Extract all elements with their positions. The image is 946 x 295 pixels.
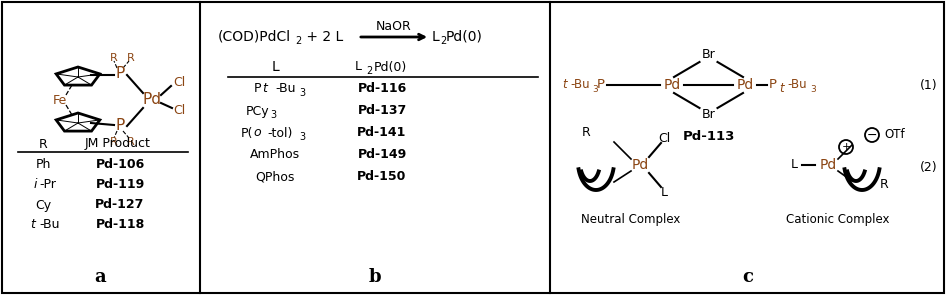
Text: Pd-149: Pd-149 [358, 148, 407, 161]
Text: -Bu: -Bu [275, 83, 295, 96]
Text: 2: 2 [440, 36, 447, 46]
Text: P: P [769, 78, 777, 91]
Text: R: R [127, 137, 135, 147]
Text: c: c [743, 268, 754, 286]
Text: Pd-119: Pd-119 [96, 178, 145, 191]
Text: P: P [115, 66, 125, 81]
Text: a: a [95, 268, 106, 286]
Text: OTf: OTf [884, 129, 904, 142]
Text: R: R [880, 178, 888, 191]
Text: R: R [582, 127, 590, 140]
Text: Pd: Pd [143, 93, 162, 107]
Text: JM Product: JM Product [85, 137, 151, 150]
Text: R: R [39, 137, 47, 150]
Text: R: R [110, 137, 118, 147]
Text: NaOR: NaOR [377, 19, 412, 32]
Text: QPhos: QPhos [255, 171, 295, 183]
Text: +: + [841, 142, 850, 152]
Text: Cy: Cy [35, 199, 51, 212]
Text: PCy: PCy [245, 104, 269, 117]
Text: Pd-137: Pd-137 [358, 104, 407, 117]
Text: L: L [432, 30, 440, 44]
Text: P: P [597, 78, 605, 91]
Text: P: P [254, 83, 261, 96]
Text: Cationic Complex: Cationic Complex [786, 212, 890, 225]
Text: L: L [791, 158, 797, 171]
Text: (1): (1) [920, 78, 937, 91]
Text: Cl: Cl [173, 76, 185, 89]
Text: Cl: Cl [173, 104, 185, 117]
Text: Cl: Cl [657, 132, 670, 145]
Text: -Bu: -Bu [570, 78, 589, 91]
Text: AmPhos: AmPhos [250, 148, 300, 161]
Text: 3: 3 [299, 132, 306, 142]
Text: −: − [867, 129, 877, 142]
Polygon shape [56, 113, 100, 131]
Text: P(: P( [240, 127, 253, 140]
Text: Br: Br [702, 48, 715, 61]
Text: Fe: Fe [53, 94, 67, 106]
Text: L: L [355, 60, 361, 73]
Text: i: i [33, 178, 37, 191]
Text: Pd: Pd [663, 78, 680, 92]
Text: b: b [369, 268, 381, 286]
Text: Pd: Pd [631, 158, 649, 172]
Text: Br: Br [702, 109, 715, 122]
Text: Ph: Ph [35, 158, 51, 171]
Text: Pd-150: Pd-150 [358, 171, 407, 183]
Text: + 2 L: + 2 L [302, 30, 343, 44]
Text: (COD)PdCl: (COD)PdCl [218, 30, 291, 44]
Text: Pd(0): Pd(0) [374, 60, 407, 73]
Text: 3: 3 [592, 84, 598, 94]
Text: (2): (2) [920, 160, 937, 173]
Text: $t$: $t$ [262, 83, 270, 96]
Text: 3: 3 [299, 88, 306, 98]
Text: Pd(0): Pd(0) [446, 30, 482, 44]
Text: Pd-118: Pd-118 [96, 219, 145, 232]
Text: -Bu: -Bu [787, 78, 807, 91]
Text: L: L [272, 60, 279, 74]
Text: $t$: $t$ [29, 219, 37, 232]
Text: $t$: $t$ [779, 83, 786, 96]
Text: -tol): -tol) [267, 127, 292, 140]
Text: Pd-113: Pd-113 [682, 130, 735, 143]
Text: $t$: $t$ [562, 78, 569, 91]
Text: Neutral Complex: Neutral Complex [581, 212, 681, 225]
Text: 3: 3 [810, 84, 815, 94]
Text: Pd-141: Pd-141 [358, 127, 407, 140]
Text: -Pr: -Pr [39, 178, 56, 191]
Text: Pd-106: Pd-106 [96, 158, 145, 171]
Text: R: R [110, 53, 118, 63]
Text: 2: 2 [295, 36, 301, 46]
Text: 2: 2 [366, 66, 372, 76]
Text: L: L [660, 186, 668, 199]
Text: P: P [115, 119, 125, 134]
Text: Pd: Pd [819, 158, 836, 172]
Text: -Bu: -Bu [39, 219, 60, 232]
Text: Pd-116: Pd-116 [358, 83, 407, 96]
Text: Pd-127: Pd-127 [96, 199, 145, 212]
Text: R: R [127, 53, 135, 63]
Polygon shape [56, 67, 100, 85]
Text: $o$: $o$ [253, 127, 262, 140]
Text: 3: 3 [270, 110, 276, 120]
Text: Pd: Pd [736, 78, 754, 92]
